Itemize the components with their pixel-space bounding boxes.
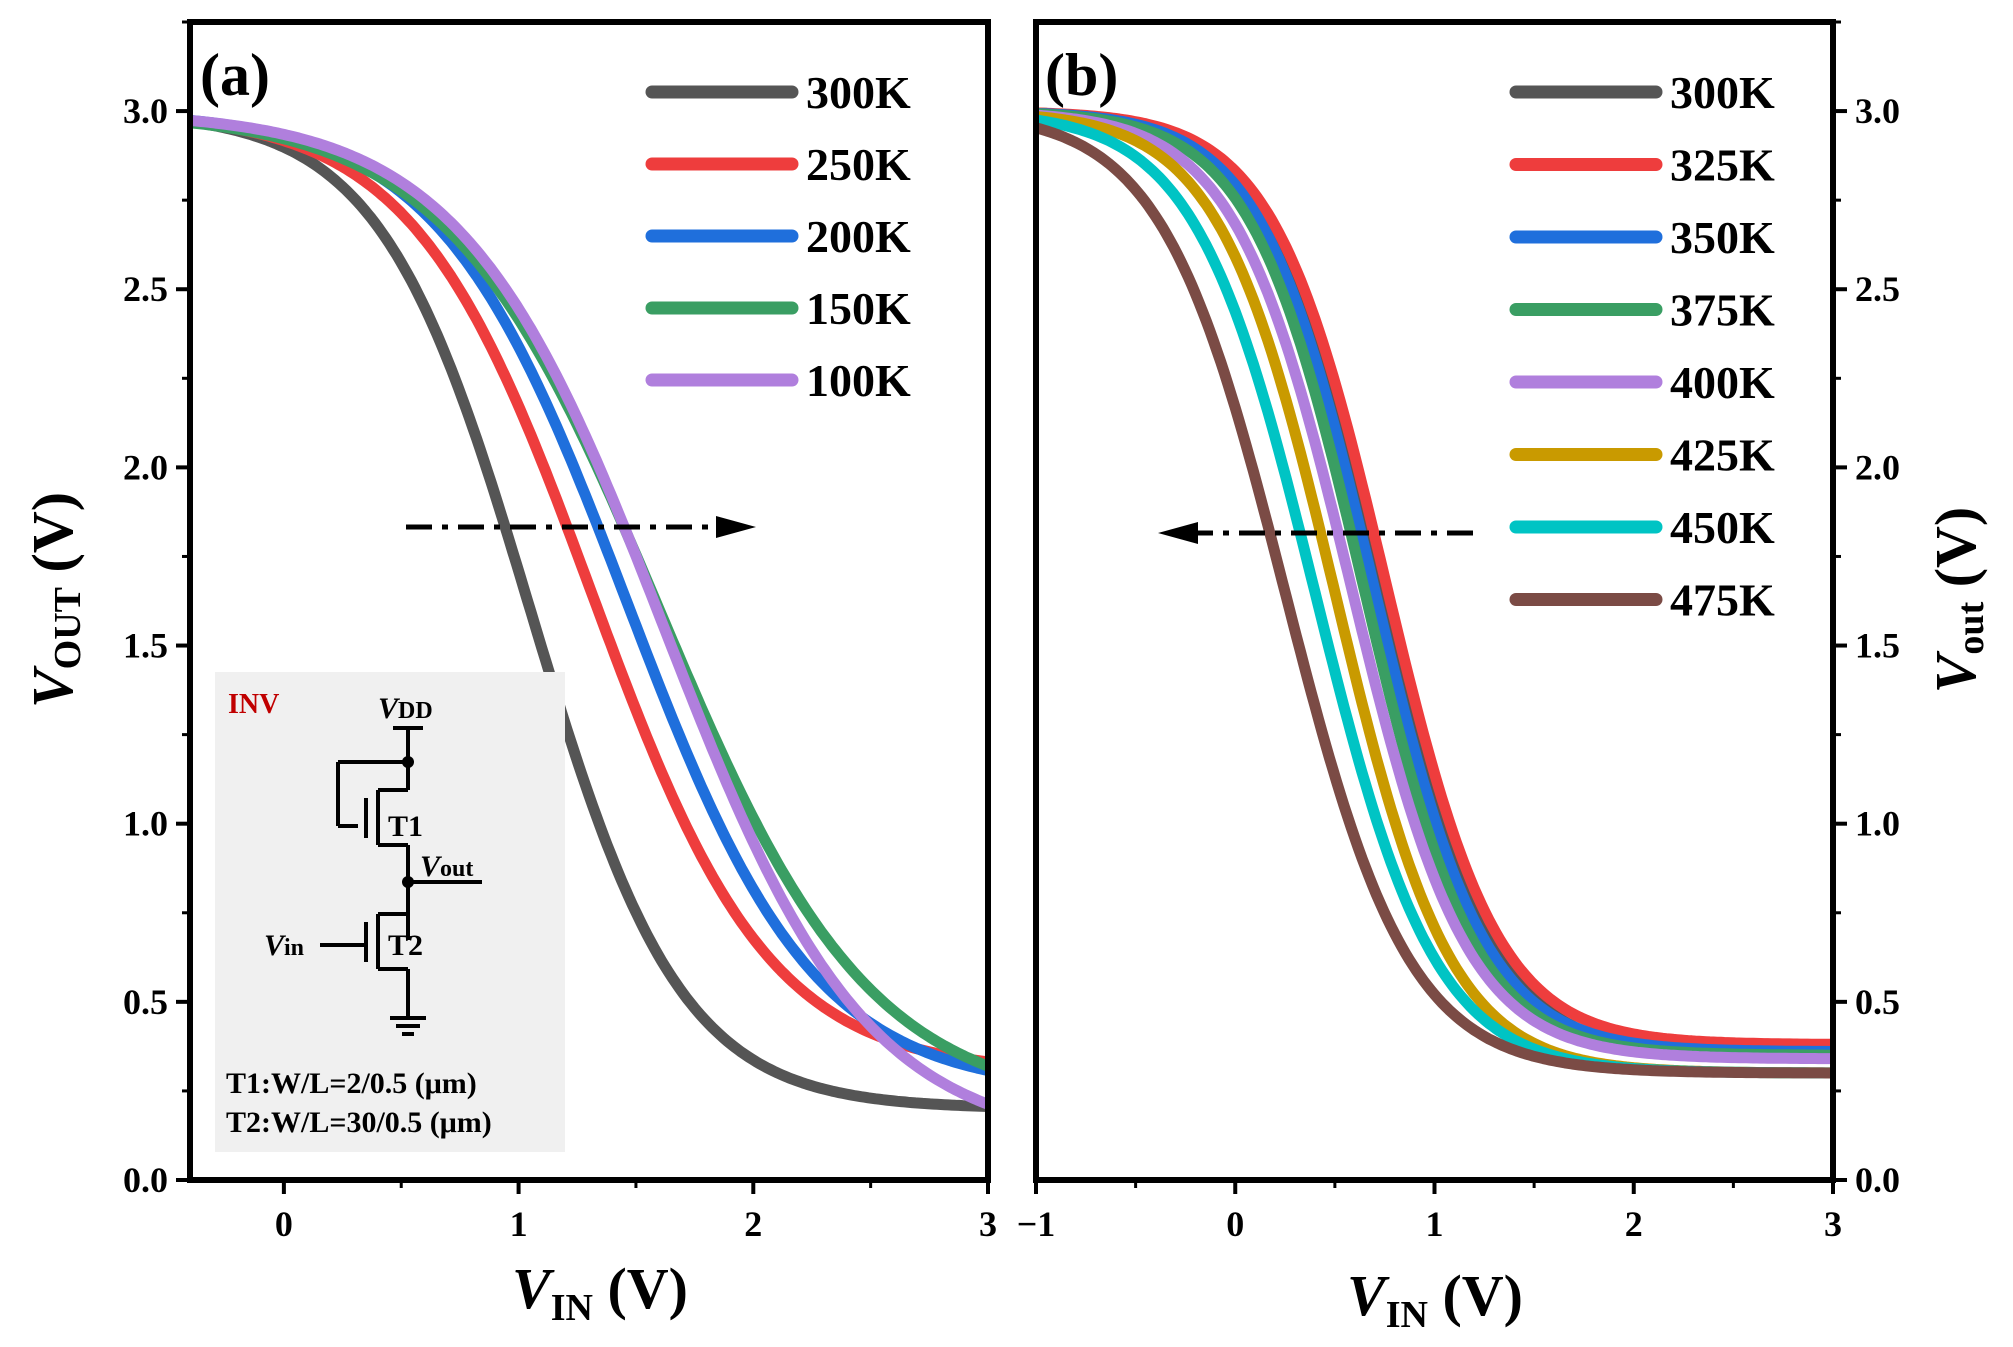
legend-label-375K: 375K	[1670, 285, 1775, 336]
panel-a-label: (a)	[200, 42, 270, 108]
x-tick-label: 0	[1226, 1204, 1244, 1244]
legend-label-450K: 450K	[1670, 502, 1775, 553]
panel-b-ylabel: Vout (V)	[1923, 507, 1992, 694]
series-line-400K	[1034, 109, 1835, 1065]
y-tick-label: 0.5	[1855, 982, 1900, 1022]
legend-label-425K: 425K	[1670, 430, 1775, 481]
vout-node-dot	[402, 876, 414, 888]
legend-label-475K: 475K	[1670, 575, 1775, 626]
legend-label-350K: 350K	[1670, 212, 1775, 263]
x-tick-label: 1	[510, 1204, 528, 1244]
y-tick-label: 3.0	[123, 91, 168, 131]
inset-title: INV	[228, 689, 279, 720]
panel-b-curves	[1034, 107, 1835, 1079]
legend-label-325K: 325K	[1670, 140, 1775, 191]
t1-spec: T1:W/L=2/0.5 (μm)	[226, 1067, 477, 1100]
legend-label-250K: 250K	[806, 139, 911, 190]
panel-b-label: (b)	[1045, 42, 1118, 108]
y-tick-label: 1.0	[123, 804, 168, 844]
panel-b-frame	[1033, 19, 1836, 1183]
vin-label: Vin	[264, 929, 304, 962]
t1-label: T1	[388, 810, 423, 843]
series-line-300K	[188, 116, 990, 1112]
y-tick-label: 3.0	[1855, 91, 1900, 131]
t2-label: T2	[388, 929, 423, 962]
y-tick-label: 0.5	[123, 982, 168, 1022]
x-tick-label: −1	[1017, 1204, 1056, 1244]
x-tick-label: 0	[275, 1204, 293, 1244]
circuit-inset: INV	[215, 672, 565, 1152]
panel-a-legend: 300K 250K 200K 150K 100K	[645, 67, 911, 406]
y-tick-label: 0.0	[123, 1160, 168, 1200]
vdd-node-dot	[402, 756, 414, 768]
y-tick-label: 1.0	[1855, 804, 1900, 844]
panel-a-frame	[187, 19, 991, 1183]
shift-arrow-right	[406, 516, 756, 538]
panel-a-ylabel: VOUT (V)	[20, 492, 89, 708]
y-tick-label: 2.5	[1855, 269, 1900, 309]
x-tick-label: 3	[1824, 1204, 1842, 1244]
panel-a: 0 1 2 3 0.0 0.5 1.0 1.5 2.0 2.5 3.0 (a) INV	[20, 19, 997, 1329]
panel-a-xlabel: VIN (V)	[512, 1256, 688, 1329]
shift-arrow-left	[1158, 522, 1473, 544]
vdd-label: VDD	[378, 692, 433, 725]
y-tick-label: 0.0	[1855, 1160, 1900, 1200]
legend-label-400K: 400K	[1670, 357, 1775, 408]
y-tick-label: 2.0	[123, 447, 168, 487]
panel-b-legend: 300K 325K 350K 375K 400K 425K 450K 475K	[1509, 67, 1775, 626]
legend-label-100K: 100K	[806, 355, 911, 406]
x-tick-label: 3	[979, 1204, 997, 1244]
inverter-schematic	[320, 726, 482, 1036]
t2-spec: T2:W/L=30/0.5 (μm)	[226, 1106, 492, 1139]
panel-b-ticks: −1 0 1 2 3 0.0 0.5 1.0 1.5 2.0 2.5 3.0	[1017, 20, 1900, 1244]
x-tick-label: 2	[1625, 1204, 1643, 1244]
legend-label-300K: 300K	[806, 67, 911, 118]
vout-label: Vout	[420, 850, 473, 883]
y-tick-label: 2.5	[123, 269, 168, 309]
series-line-100K	[188, 114, 990, 1110]
legend-label-150K: 150K	[806, 283, 911, 334]
y-tick-label: 2.0	[1855, 447, 1900, 487]
legend-label-200K: 200K	[806, 211, 911, 262]
legend-label-300K: 300K	[1670, 67, 1775, 118]
x-tick-label: 2	[744, 1204, 762, 1244]
panel-a-curves	[188, 114, 990, 1112]
panel-b: −1 0 1 2 3 0.0 0.5 1.0 1.5 2.0 2.5 3.0 (b) 300K 325K…	[1017, 19, 1992, 1336]
panel-b-xlabel: VIN (V)	[1347, 1263, 1523, 1336]
y-tick-label: 1.5	[123, 626, 168, 666]
x-tick-label: 1	[1426, 1204, 1444, 1244]
series-line-475K	[1034, 122, 1835, 1079]
y-tick-label: 1.5	[1855, 626, 1900, 666]
